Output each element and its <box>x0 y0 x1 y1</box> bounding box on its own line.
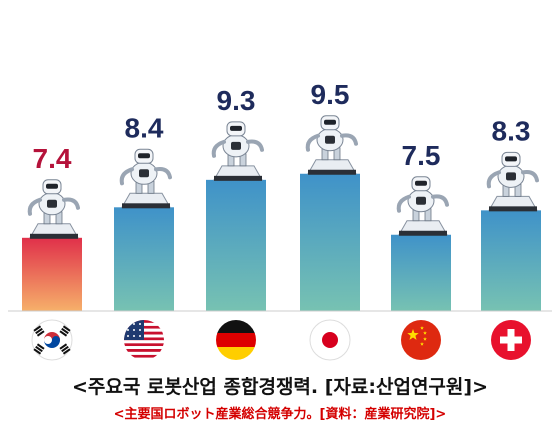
data-label: 9.5 <box>311 79 350 110</box>
bar-group: 9.3 <box>206 85 266 311</box>
bar <box>300 173 360 311</box>
robot-icon <box>119 148 172 209</box>
chart-title: <주요국 로봇산업 종합경쟁력. [자료:산업연구원]> <box>72 376 488 398</box>
japan-flag-icon <box>309 319 351 361</box>
bar-group: 8.3 <box>481 115 541 311</box>
robot-icon <box>211 121 264 181</box>
data-label: 9.3 <box>217 85 256 116</box>
usa-flag-icon <box>124 320 164 360</box>
china-flag-icon <box>401 320 441 360</box>
germany-flag-icon <box>216 320 256 360</box>
bar-group: 7.5 <box>391 140 451 311</box>
bar <box>481 210 541 311</box>
bar <box>206 179 266 311</box>
data-label: 8.4 <box>125 112 164 143</box>
robot-icon <box>305 115 358 175</box>
robot-icon <box>396 176 449 236</box>
bar <box>391 234 451 311</box>
bar-group: 7.4 <box>22 143 82 311</box>
flags-group <box>31 319 531 361</box>
bars-group: 7.4 8.4 9.3 9.5 7.5 8.3 <box>22 79 541 311</box>
robot-icon <box>486 151 539 212</box>
data-label: 7.5 <box>402 140 441 171</box>
chart-subtitle: <主要国ロボット産業総合競争力。[資料：産業研究院]> <box>113 407 447 422</box>
data-label: 8.3 <box>492 115 531 146</box>
data-label: 7.4 <box>33 143 72 174</box>
bar <box>114 207 174 311</box>
bar <box>22 237 82 311</box>
robot-icon <box>27 179 80 239</box>
korea-flag-icon <box>31 319 73 361</box>
bar-group: 8.4 <box>114 112 174 311</box>
bar-group: 9.5 <box>300 79 360 311</box>
bar-chart: 7.4 8.4 9.3 9.5 7.5 8.3 <box>8 79 552 361</box>
switzerland-flag-icon <box>491 320 531 360</box>
